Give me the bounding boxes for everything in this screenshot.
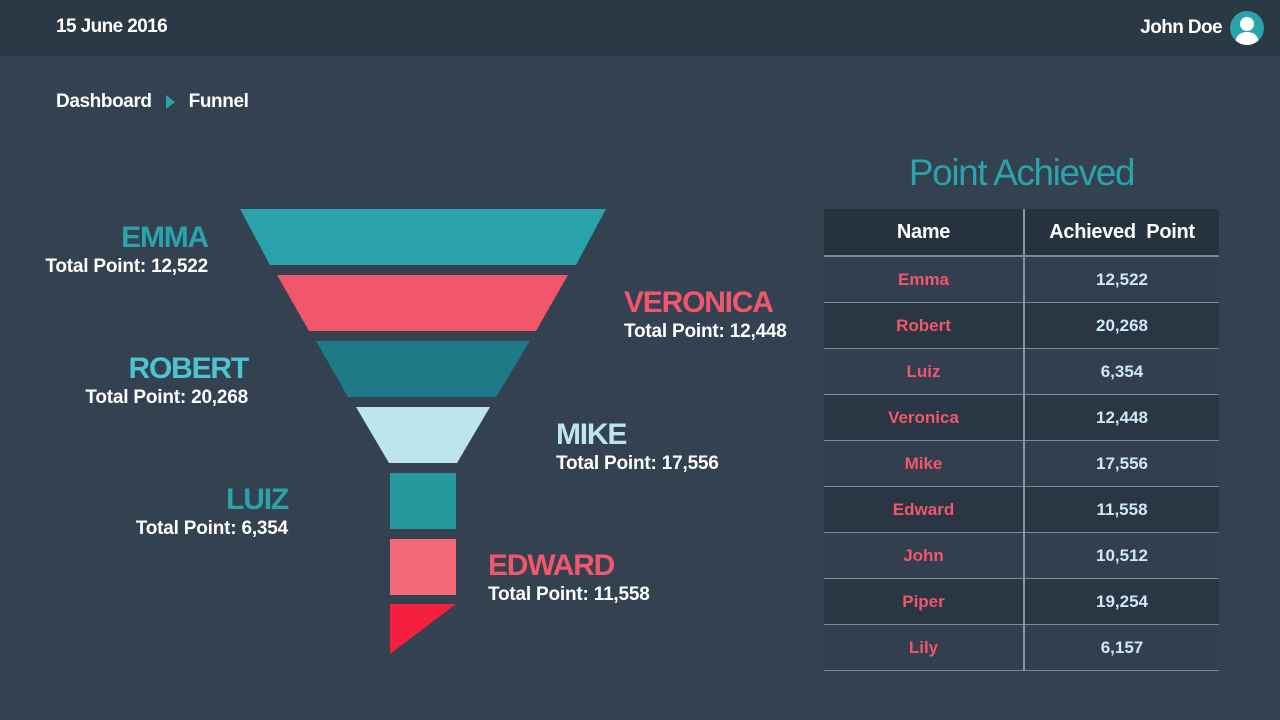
stage-points: Total Point: 20,268 (85, 387, 248, 408)
funnel-stage-6 (390, 539, 456, 595)
cell-name: Lily (824, 624, 1025, 671)
column-header-points[interactable]: Achieved Point (1024, 209, 1219, 257)
stage-points: Total Point: 6,354 (135, 518, 288, 539)
funnel-stage-5 (390, 473, 456, 529)
funnel-label-veronica: VERONICA Total Point: 12,448 (624, 286, 787, 344)
cell-points: 12,522 (1024, 256, 1219, 303)
table-row[interactable]: Edward 11,558 (824, 486, 1219, 533)
stage-points: Total Point: 12,448 (624, 321, 787, 342)
column-header-name[interactable]: Name (824, 209, 1025, 257)
table-row[interactable]: Veronica 12,448 (824, 394, 1219, 441)
cell-name: Robert (824, 302, 1025, 349)
table-row[interactable]: Piper 19,254 (824, 578, 1219, 625)
table-row[interactable]: Mike 17,556 (824, 440, 1219, 487)
table-row[interactable]: Lily 6,157 (824, 624, 1219, 671)
table-row[interactable]: Luiz 6,354 (824, 348, 1219, 395)
cell-name: John (824, 532, 1025, 579)
cell-points: 19,254 (1024, 578, 1219, 625)
cell-points: 10,512 (1024, 532, 1219, 579)
table-header-row: Name Achieved Point (824, 209, 1219, 257)
user-avatar-icon[interactable] (1230, 11, 1264, 45)
cell-name: Emma (824, 256, 1025, 303)
cell-name: Edward (824, 486, 1025, 533)
cell-name: Mike (824, 440, 1025, 487)
cell-points: 6,157 (1024, 624, 1219, 671)
funnel-stage-4 (356, 407, 490, 463)
stage-name: EMMA (121, 221, 209, 254)
table-row[interactable]: John 10,512 (824, 532, 1219, 579)
stage-name: ROBERT (128, 352, 250, 385)
top-bar (0, 0, 1280, 56)
cell-name: Piper (824, 578, 1025, 625)
cell-name: Luiz (824, 348, 1025, 395)
cell-points: 17,556 (1024, 440, 1219, 487)
funnel-label-edward: EDWARD Total Point: 11,558 (488, 549, 650, 607)
funnel-label-robert: ROBERT Total Point: 20,268 (40, 352, 250, 410)
funnel-label-mike: MIKE Total Point: 17,556 (556, 418, 719, 476)
stage-points: Total Point: 11,558 (488, 584, 650, 605)
cell-name: Veronica (824, 394, 1025, 441)
cell-points: 20,268 (1024, 302, 1219, 349)
funnel-stage-1 (240, 209, 606, 265)
breadcrumb-dashboard[interactable]: Dashboard (56, 91, 152, 112)
user-name[interactable]: John Doe (1140, 17, 1222, 38)
stage-points: Total Point: 12,522 (45, 256, 208, 277)
triangle-right-icon (165, 95, 175, 109)
cell-points: 6,354 (1024, 348, 1219, 395)
table-row[interactable]: Emma 12,522 (824, 256, 1219, 303)
stage-name: LUIZ (226, 483, 289, 516)
header-date: 15 June 2016 (56, 16, 168, 37)
cell-points: 11,558 (1024, 486, 1219, 533)
stage-points: Total Point: 17,556 (556, 453, 719, 474)
breadcrumb: Dashboard Funnel (56, 91, 249, 113)
points-table: Name Achieved Point Emma 12,522 Robert 20,2… (824, 209, 1219, 671)
cell-points: 12,448 (1024, 394, 1219, 441)
funnel-stage-3 (316, 341, 530, 397)
funnel-label-emma: EMMA Total Point: 12,522 (20, 221, 209, 279)
section-title: Point Achieved (908, 152, 1136, 193)
table-row[interactable]: Robert 20,268 (824, 302, 1219, 349)
funnel-stage-2 (277, 275, 568, 331)
table-body: Emma 12,522 Robert 20,268 Luiz 6,354 Veronica 1… (824, 256, 1219, 671)
stage-name: MIKE (556, 418, 627, 451)
funnel-label-luiz: LUIZ Total Point: 6,354 (90, 483, 289, 541)
stage-name: VERONICA (624, 286, 774, 319)
funnel-stage-7 (390, 604, 456, 654)
breadcrumb-funnel[interactable]: Funnel (188, 91, 249, 112)
stage-name: EDWARD (488, 549, 615, 582)
